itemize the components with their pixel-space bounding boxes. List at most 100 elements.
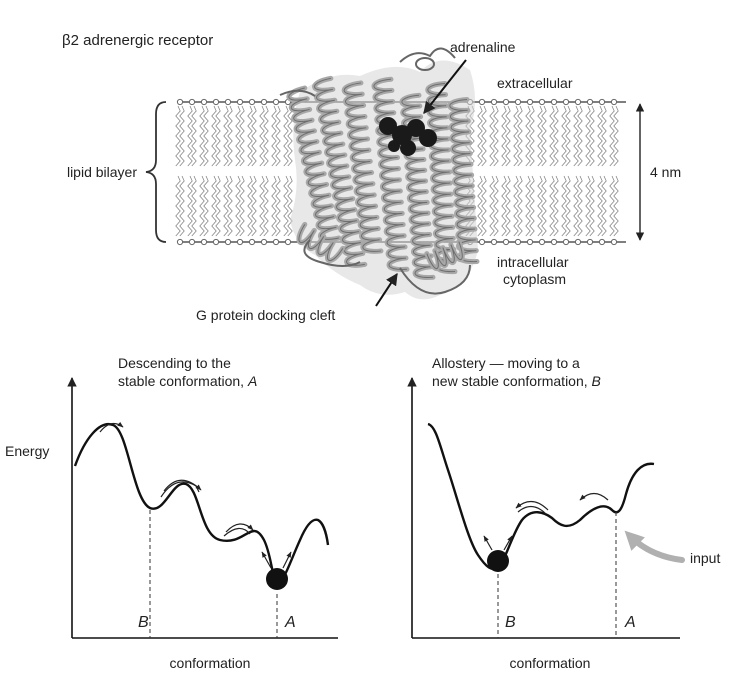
lipid-tail xyxy=(597,105,603,167)
lipid-head xyxy=(598,238,606,246)
lipid-head xyxy=(224,238,232,246)
right-motion-arrow-2 xyxy=(579,492,609,501)
protein-helix-edge xyxy=(314,77,365,266)
lipid-tail xyxy=(211,175,217,237)
lipid-tail xyxy=(601,105,607,167)
lipid-head xyxy=(502,98,510,106)
lipid-tail xyxy=(565,175,571,237)
extracellular-loop-helix xyxy=(415,57,435,71)
right-ball-jiggle-left xyxy=(483,535,493,551)
lipid-head xyxy=(260,238,268,246)
lipid-tail xyxy=(561,105,567,167)
right-state-ball xyxy=(487,550,509,572)
left-motion-arrow-2b xyxy=(163,479,202,492)
lipid-head xyxy=(224,98,232,106)
left-ball-jiggle-right xyxy=(282,551,292,569)
lipid-tail xyxy=(529,175,535,237)
right-title-line2: new stable conformation, B xyxy=(432,373,601,389)
lipid-tail xyxy=(585,175,591,237)
lipid-tail xyxy=(541,105,547,167)
lipid-tail xyxy=(203,105,209,167)
protein-helix-edge xyxy=(343,82,381,252)
lipid-tail xyxy=(501,105,507,167)
left-marker-a: A xyxy=(284,614,296,631)
protein-helix-edge xyxy=(426,241,463,270)
lipid-head xyxy=(260,98,268,106)
right-motion-arrow-1b xyxy=(517,505,547,515)
left-title-prefix: stable conformation, xyxy=(118,373,248,389)
lipid-tail xyxy=(263,105,269,167)
lipid-tail xyxy=(275,175,281,237)
lipid-tail xyxy=(597,175,603,237)
right-motion-arrow-1 xyxy=(515,500,549,511)
receptor-protein xyxy=(279,47,480,300)
extracellular-label: extracellular xyxy=(497,75,573,91)
lipid-tail xyxy=(601,175,607,237)
right-title-state: B xyxy=(592,373,601,389)
lipid-head xyxy=(248,98,256,106)
left-motion-arrow-3 xyxy=(225,523,254,533)
left-ball-jiggle-left xyxy=(261,551,272,569)
left-marker-b: B xyxy=(138,614,149,631)
lipid-head xyxy=(526,98,534,106)
energy-axis-label: Energy xyxy=(5,443,49,459)
lipid-tail xyxy=(573,105,579,167)
membrane-section: β2 adrenergic receptor lipid bilayer 4 n… xyxy=(62,32,681,323)
lipid-tail xyxy=(493,105,499,167)
lipid-head xyxy=(200,238,208,246)
lipid-head xyxy=(284,238,292,246)
lipid-tail xyxy=(549,105,555,167)
left-title-line1: Descending to the xyxy=(118,355,231,371)
lipid-tail xyxy=(199,175,205,237)
lipid-tail xyxy=(589,105,595,167)
lipid-head xyxy=(538,238,546,246)
bilayer-brace xyxy=(145,101,167,243)
left-state-ball xyxy=(266,568,288,590)
lipid-head xyxy=(236,238,244,246)
lipid-head xyxy=(574,238,582,246)
intracellular-loop-left xyxy=(303,239,361,267)
lipid-tail xyxy=(227,175,233,237)
lipid-tail xyxy=(247,105,253,167)
lipid-tail xyxy=(549,175,555,237)
lipid-tail xyxy=(287,175,293,237)
cytoplasm-label: cytoplasm xyxy=(503,271,566,287)
lipid-tail xyxy=(553,105,559,167)
lipid-tail xyxy=(481,175,487,237)
lipid-tail xyxy=(211,105,217,167)
right-title-line1: Allostery — moving to a xyxy=(432,355,580,371)
lipid-tail xyxy=(191,175,197,237)
left-motion-arrow-1 xyxy=(99,421,124,433)
lipid-tail xyxy=(199,105,205,167)
lipid-bilayer xyxy=(175,98,626,246)
left-motion-arrow-3b xyxy=(223,527,251,537)
lipid-tail xyxy=(585,105,591,167)
lipid-head xyxy=(526,238,534,246)
lipid-tail xyxy=(573,175,579,237)
extracellular-loop-left xyxy=(279,89,316,97)
docking-cleft-arrow xyxy=(375,272,398,307)
right-energy-curve xyxy=(427,422,655,571)
right-energy-panel: Allostery — moving to a new stable confo… xyxy=(407,355,720,671)
lipid-tail xyxy=(525,175,531,237)
lipid-tail xyxy=(529,105,535,167)
lipid-tail xyxy=(565,105,571,167)
lipid-tail xyxy=(235,175,241,237)
receptor-title: β2 adrenergic receptor xyxy=(62,32,213,49)
adrenaline-label: adrenaline xyxy=(450,39,516,55)
lipid-tail xyxy=(235,105,241,167)
lipid-tail xyxy=(613,175,619,237)
lipid-tail xyxy=(187,105,193,167)
extracellular-loop xyxy=(399,47,456,63)
lipid-tail xyxy=(259,175,265,237)
left-title-state: A xyxy=(247,373,257,389)
lipid-tail xyxy=(263,175,269,237)
lipid-tail xyxy=(175,105,181,167)
lipid-head xyxy=(610,238,618,246)
right-marker-a: A xyxy=(624,614,636,631)
lipid-head xyxy=(610,98,618,106)
lipid-tail xyxy=(489,105,495,167)
lipid-head xyxy=(212,238,220,246)
lipid-tail xyxy=(187,175,193,237)
lipid-tail xyxy=(215,105,221,167)
